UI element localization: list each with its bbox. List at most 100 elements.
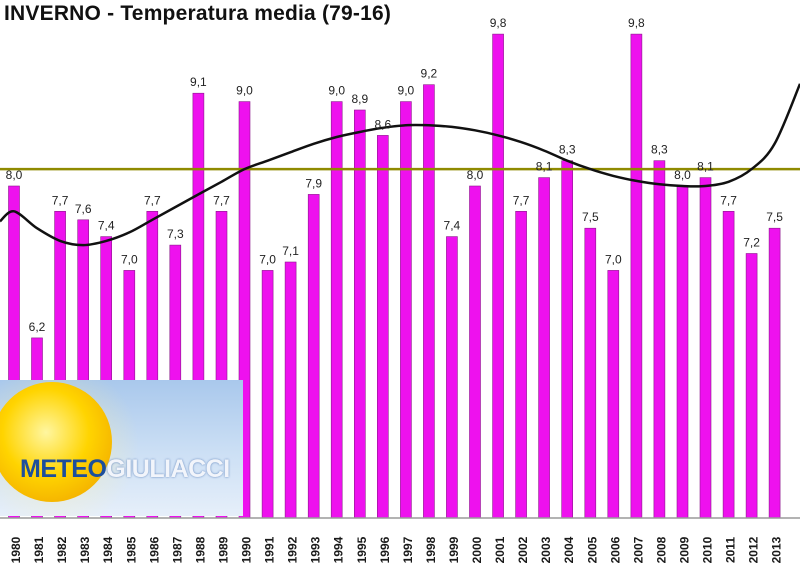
x-tick-label-2004: 2004 (562, 536, 576, 563)
x-tick-label-1991: 1991 (263, 536, 277, 563)
bar-1998 (423, 84, 435, 519)
value-label-2008: 8,3 (651, 143, 668, 157)
value-label-1993: 7,9 (305, 176, 322, 190)
x-tick-label-1996: 1996 (378, 536, 392, 563)
x-tick-labels-group: 1980 1981 1982 1983 1984 1985 1986 1987 1988 1989… (9, 536, 784, 563)
bar-2008 (653, 160, 666, 519)
bar-2000 (469, 185, 481, 519)
bar-1993 (307, 194, 320, 519)
x-tick-label-2006: 2006 (608, 536, 622, 563)
bar-2002 (515, 211, 527, 519)
x-tick-label-1980: 1980 (9, 536, 23, 563)
x-tick-label-1987: 1987 (170, 536, 184, 563)
value-label-1997: 9,0 (398, 84, 415, 98)
value-label-2007: 9,8 (628, 16, 645, 30)
x-tick-label-2000: 2000 (470, 536, 484, 563)
x-tick-label-1983: 1983 (78, 536, 92, 563)
x-tick-label-1994: 1994 (332, 536, 346, 563)
bar-2010 (699, 177, 712, 519)
logo-text: METEOGIULIACCI (20, 455, 230, 484)
bars-group (8, 33, 781, 519)
trend-curve-group (0, 83, 800, 247)
logo-word-meteo: METEO (20, 455, 107, 483)
value-label-2001: 9,8 (490, 16, 507, 30)
bar-2012 (745, 253, 758, 519)
x-tick-label-1981: 1981 (32, 536, 46, 563)
value-label-1981: 6,2 (29, 320, 46, 334)
bar-2011 (722, 211, 735, 519)
bar-1992 (284, 261, 297, 519)
bar-2006 (607, 270, 620, 519)
value-label-1994: 9,0 (328, 84, 345, 98)
bar-2005 (584, 227, 597, 519)
bar-1994 (330, 101, 343, 519)
bar-1996 (376, 135, 389, 519)
value-label-1980: 8,0 (6, 168, 23, 182)
value-label-2011: 7,7 (720, 193, 737, 207)
value-label-2009: 8,0 (674, 168, 691, 182)
x-tick-label-2009: 2009 (678, 536, 692, 563)
bar-2007 (630, 33, 643, 519)
value-label-1989: 7,7 (213, 193, 230, 207)
sun-icon (0, 382, 112, 502)
value-label-2002: 7,7 (513, 193, 530, 207)
bar-2001 (492, 33, 504, 519)
bar-1997 (400, 101, 412, 519)
x-tick-label-1998: 1998 (424, 536, 438, 563)
value-label-1996: 8,6 (374, 117, 391, 131)
x-tick-label-1988: 1988 (193, 536, 207, 563)
value-label-1987: 7,3 (167, 227, 184, 241)
bar-1991 (261, 270, 274, 519)
x-tick-label-1989: 1989 (217, 536, 231, 563)
x-tick-label-1997: 1997 (401, 536, 415, 563)
value-label-1992: 7,1 (282, 244, 299, 258)
x-tick-label-2005: 2005 (585, 536, 599, 563)
bar-2013 (768, 227, 781, 519)
x-tick-label-2013: 2013 (770, 536, 784, 563)
value-label-1983: 7,6 (75, 202, 92, 216)
trend-curve (0, 83, 800, 247)
x-tick-label-2003: 2003 (539, 536, 553, 563)
chart-title: INVERNO - Temperatura media (79-16) (4, 2, 392, 25)
bar-1999 (446, 236, 458, 519)
bar-2003 (538, 177, 550, 519)
value-label-1991: 7,0 (259, 252, 276, 266)
x-tick-label-1999: 1999 (447, 536, 461, 563)
x-tick-label-1992: 1992 (286, 536, 300, 563)
value-label-2006: 7,0 (605, 252, 622, 266)
x-tick-label-2011: 2011 (724, 537, 738, 563)
value-label-1986: 7,7 (144, 193, 161, 207)
value-label-2005: 7,5 (582, 210, 599, 224)
value-label-1984: 7,4 (98, 219, 115, 233)
x-tick-label-2008: 2008 (654, 536, 668, 563)
x-tick-label-1990: 1990 (240, 536, 254, 563)
x-tick-label-2002: 2002 (516, 536, 530, 563)
x-tick-label-2012: 2012 (747, 536, 761, 563)
x-tick-label-1985: 1985 (124, 536, 138, 563)
value-label-1988: 9,1 (190, 75, 207, 89)
bar-2009 (676, 185, 689, 519)
x-tick-label-1984: 1984 (101, 536, 115, 563)
value-label-2004: 8,3 (559, 143, 576, 157)
value-label-2013: 7,5 (766, 210, 783, 224)
x-tick-label-2001: 2001 (493, 536, 507, 563)
value-label-2000: 8,0 (467, 168, 484, 182)
x-tick-label-1995: 1995 (355, 536, 369, 563)
bar-2004 (561, 160, 574, 519)
x-tick-label-1982: 1982 (55, 536, 69, 563)
value-label-1990: 9,0 (236, 84, 253, 98)
bar-1995 (353, 109, 366, 519)
value-label-2012: 7,2 (743, 236, 760, 250)
value-label-2010: 8,1 (697, 160, 714, 174)
value-label-1999: 7,4 (444, 219, 461, 233)
meteo-giuliacci-logo: METEOGIULIACCI (0, 380, 243, 516)
x-tick-label-1986: 1986 (147, 536, 161, 563)
value-label-2003: 8,1 (536, 160, 553, 174)
x-tick-label-2007: 2007 (631, 536, 645, 563)
value-label-1998: 9,2 (421, 67, 438, 81)
value-label-1985: 7,0 (121, 252, 138, 266)
x-tick-label-1993: 1993 (309, 536, 323, 563)
value-label-1982: 7,7 (52, 193, 69, 207)
value-label-1995: 8,9 (351, 92, 368, 106)
